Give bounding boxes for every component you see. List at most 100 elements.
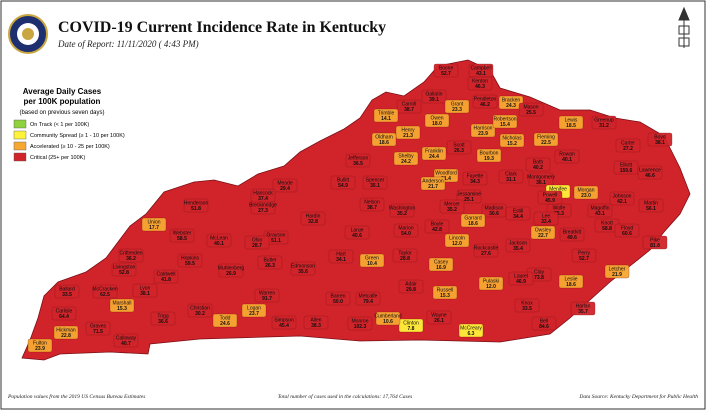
- county-patch: [444, 233, 470, 248]
- county-name: Henderson: [184, 201, 209, 207]
- county-patch: [359, 253, 385, 268]
- county-patch: [554, 149, 580, 164]
- county-patch: [132, 283, 158, 298]
- county-value: 28.8: [400, 256, 410, 262]
- county-value: 27.3: [258, 208, 268, 214]
- county-patch: [559, 227, 585, 242]
- county-patch: [558, 274, 584, 289]
- county-value: 36.6: [158, 319, 168, 325]
- county-patch: [421, 89, 447, 104]
- county-patch: [570, 301, 596, 316]
- county-value: 30.6: [489, 211, 499, 217]
- county-value: 16.9: [436, 265, 446, 271]
- county-patch: [109, 298, 135, 313]
- county-value: 38.3: [311, 323, 321, 329]
- county-value: 32.8: [308, 219, 318, 225]
- county-patch: [300, 211, 326, 226]
- county-value: 10.4: [367, 261, 377, 267]
- county-patch: [325, 291, 351, 306]
- county-name: Butler: [263, 258, 276, 264]
- county-patch: [53, 325, 79, 340]
- county-value: 40.1: [562, 157, 572, 163]
- county-patch: [508, 271, 534, 286]
- county-value: 40.6: [352, 233, 362, 239]
- county-value: 33.5: [62, 292, 72, 298]
- county-value: 35.1: [370, 183, 380, 189]
- county-value: 91.7: [262, 296, 272, 302]
- county-value: 159.6: [620, 168, 633, 174]
- legend-title: per 100K population: [24, 97, 101, 106]
- county-patch: [183, 198, 209, 213]
- county-value: 71.5: [93, 329, 103, 335]
- county-name: Todd: [220, 316, 231, 322]
- county-patch: [398, 318, 424, 333]
- county-value: 12.0: [486, 284, 496, 290]
- county-value: 46.3: [475, 84, 485, 90]
- legend-label: Critical (25+ per 100K): [30, 155, 85, 161]
- county-patch: [141, 217, 167, 232]
- county-value: 15.3: [117, 306, 127, 312]
- county-name: Lawrence: [639, 168, 661, 174]
- county-name: Marion: [398, 226, 414, 232]
- county-name: Bourbon: [480, 151, 499, 157]
- county-name: Simpson: [274, 318, 294, 324]
- county-value: 39.1: [429, 97, 439, 103]
- county-patch: [642, 235, 668, 250]
- county-value: 46.6: [645, 173, 655, 179]
- county-name: Magoffin: [590, 206, 609, 212]
- county-patch: [460, 213, 486, 228]
- county-name: Fleming: [537, 135, 555, 141]
- legend-swatch: [13, 141, 27, 151]
- county-value: 52.8: [119, 270, 129, 276]
- county-value: 12.0: [452, 241, 462, 247]
- county-name: Campbell: [470, 66, 491, 72]
- county-name: Fulton: [33, 341, 47, 347]
- county-patch: [250, 188, 276, 203]
- county-patch: [462, 171, 488, 186]
- county-value: 81.8: [650, 243, 660, 249]
- county-value: 6.3: [468, 331, 475, 337]
- county-value: 43.1: [595, 211, 605, 217]
- county-name: Estill: [513, 209, 524, 215]
- county-patch: [614, 223, 640, 238]
- county-value: 40.1: [214, 241, 224, 247]
- county-patch: [591, 115, 617, 130]
- county-patch: [111, 262, 137, 277]
- legend-swatch: [13, 119, 27, 129]
- county-name: Cumberland: [374, 314, 401, 320]
- county-name: Franklin: [425, 149, 443, 155]
- county-patch: [254, 288, 280, 303]
- county-name: Mercer: [444, 202, 460, 208]
- county-value: 38.7: [367, 205, 377, 211]
- county-name: Harlan: [576, 304, 591, 310]
- county-value: 24.6: [220, 321, 230, 327]
- county-value: 18.6: [379, 140, 389, 146]
- county-patch: [330, 175, 356, 190]
- county-name: Russell: [437, 288, 453, 294]
- county-name: Woodford: [435, 171, 457, 177]
- county-value: 26.3: [454, 148, 464, 154]
- county-value: 42.1: [617, 199, 627, 205]
- report-date: Date of Report: 11/11/2020 ( 4:43 PM): [57, 39, 199, 49]
- county-patch: [638, 198, 664, 213]
- county-name: Perry: [578, 251, 590, 257]
- county-name: Bell: [540, 319, 548, 325]
- county-value: 45.4: [279, 323, 289, 329]
- legend-label: Community Spread (≥ 1 - 10 per 100K): [30, 133, 125, 139]
- county-name: Wayne: [431, 313, 447, 319]
- county-name: Nicholas: [502, 136, 522, 142]
- county-value: 36.1: [536, 180, 546, 186]
- county-value: 18.0: [432, 121, 442, 127]
- county-name: Clinton: [403, 321, 419, 327]
- county-value: 35.2: [397, 211, 407, 217]
- county-patch: [439, 199, 465, 214]
- county-value: 59.5: [185, 261, 195, 267]
- county-value: 58.8: [602, 226, 612, 232]
- county-name: McLean: [210, 236, 228, 242]
- county-value: 21.3: [403, 133, 413, 139]
- county-name: Robertson: [493, 117, 516, 123]
- county-value: 21.7: [428, 184, 438, 190]
- county-value: 23.7: [249, 311, 259, 317]
- county-value: 29.8: [406, 287, 416, 293]
